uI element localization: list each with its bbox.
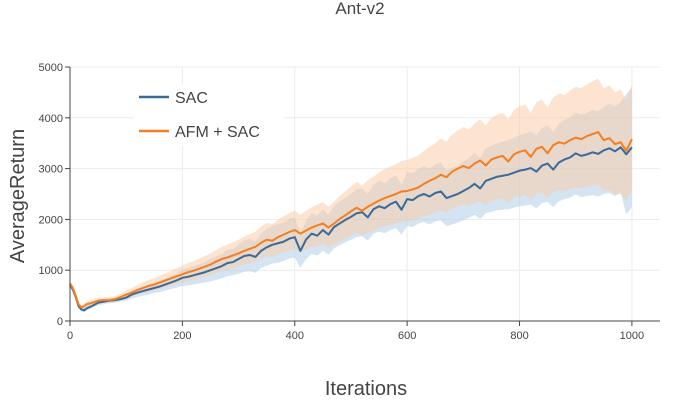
series-lines	[69, 131, 633, 312]
series-line-1	[69, 131, 633, 309]
confidence-bands	[70, 78, 632, 313]
chart-title: Ant-v2	[335, 0, 384, 18]
axes: 0 1000 2000 3000 4000 5000 0 200 400 600 800 1000	[39, 62, 660, 342]
x-tick-label: 0	[67, 330, 73, 342]
y-tick-label: 4000	[39, 113, 63, 125]
series-line-0	[69, 146, 633, 312]
x-tick-label: 1000	[620, 330, 644, 342]
x-tick-label: 200	[173, 330, 191, 342]
legend: SAC AFM + SAC	[134, 84, 284, 146]
y-tick-label: 0	[57, 316, 63, 328]
series-band-1	[70, 78, 632, 310]
x-axis-title: Iterations	[325, 378, 407, 400]
x-tick-label: 800	[510, 330, 528, 342]
legend-label-0: SAC	[175, 90, 208, 107]
x-tick-label: 400	[286, 330, 304, 342]
y-tick-label: 1000	[39, 265, 63, 277]
legend-label-1: AFM + SAC	[175, 124, 260, 141]
y-axis-title: AverageReturn	[7, 129, 29, 263]
y-tick-label: 3000	[39, 164, 63, 176]
y-tick-label: 5000	[39, 62, 63, 74]
x-tick-label: 600	[398, 330, 416, 342]
legend-background	[134, 84, 284, 146]
y-tick-label: 2000	[39, 214, 63, 226]
